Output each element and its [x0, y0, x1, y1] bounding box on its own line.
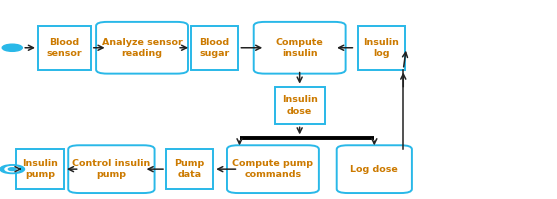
- FancyBboxPatch shape: [69, 145, 155, 193]
- FancyBboxPatch shape: [190, 26, 238, 70]
- Text: Analyze sensor
reading: Analyze sensor reading: [102, 38, 182, 58]
- FancyBboxPatch shape: [358, 26, 405, 70]
- Text: Log dose: Log dose: [350, 165, 398, 174]
- Circle shape: [0, 165, 25, 174]
- FancyBboxPatch shape: [166, 149, 213, 189]
- FancyBboxPatch shape: [96, 22, 188, 74]
- FancyBboxPatch shape: [254, 22, 345, 74]
- Text: Pump
data: Pump data: [174, 159, 204, 179]
- Text: Insulin
dose: Insulin dose: [282, 95, 317, 116]
- FancyBboxPatch shape: [336, 145, 412, 193]
- FancyBboxPatch shape: [38, 26, 90, 70]
- FancyBboxPatch shape: [16, 149, 63, 189]
- Text: Blood
sugar: Blood sugar: [199, 38, 229, 58]
- Circle shape: [8, 168, 16, 171]
- Text: Insulin
log: Insulin log: [364, 38, 399, 58]
- FancyBboxPatch shape: [275, 87, 325, 124]
- Text: Control insulin
pump: Control insulin pump: [72, 159, 150, 179]
- Circle shape: [2, 44, 22, 51]
- Text: Compute
insulin: Compute insulin: [276, 38, 324, 58]
- Text: Compute pump
commands: Compute pump commands: [232, 159, 314, 179]
- FancyBboxPatch shape: [227, 145, 319, 193]
- Text: Insulin
pump: Insulin pump: [22, 159, 58, 179]
- Circle shape: [5, 167, 19, 172]
- Text: Blood
sensor: Blood sensor: [46, 38, 82, 58]
